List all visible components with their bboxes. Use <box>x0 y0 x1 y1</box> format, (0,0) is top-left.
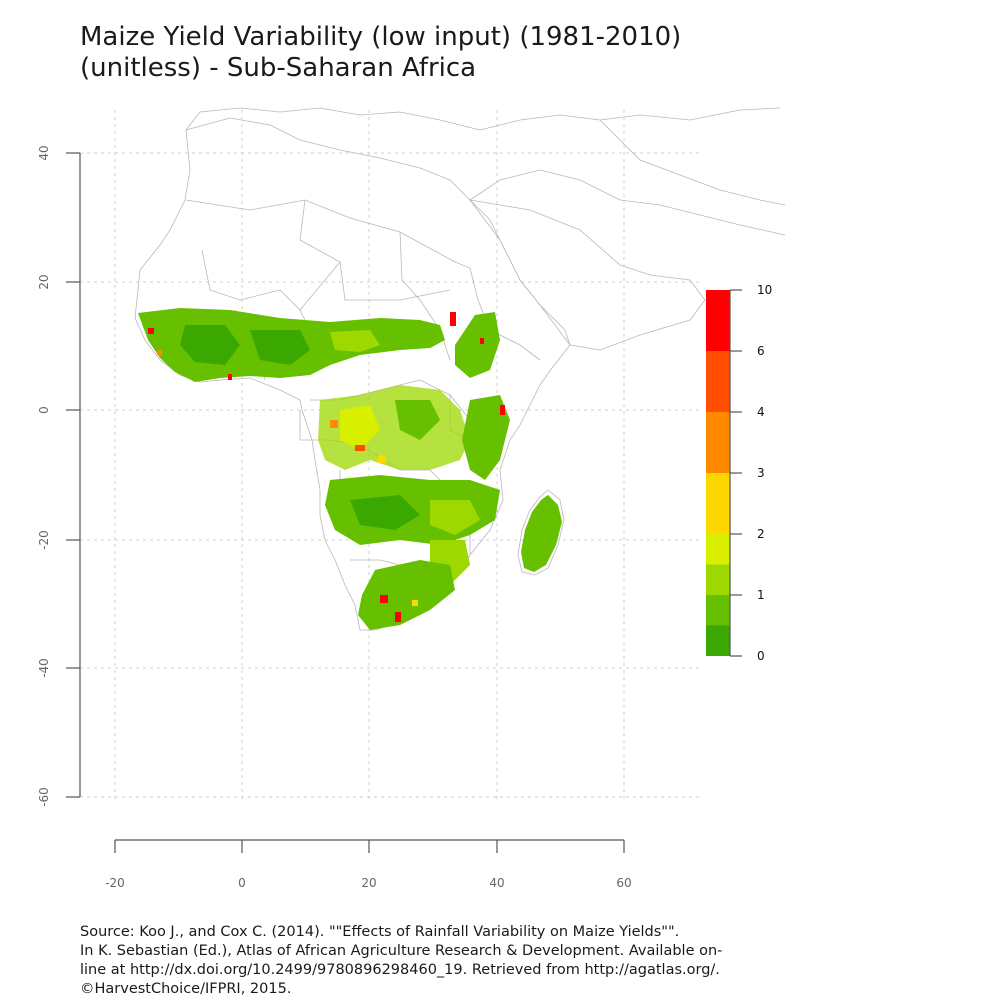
legend-label: 4 <box>757 405 765 419</box>
legend-label: 3 <box>757 466 765 480</box>
source-citation: Source: Koo J., and Cox C. (2014). ""Eff… <box>80 923 800 999</box>
map-title-line-2: (unitless) - Sub-Saharan Africa <box>80 53 477 83</box>
x-tick-label: 0 <box>238 876 246 890</box>
x-axis <box>114 839 625 853</box>
y-tick-label: 40 <box>37 145 51 160</box>
legend-swatch <box>706 595 730 626</box>
y-tick-label: -20 <box>37 530 51 550</box>
x-tick-label: -20 <box>105 876 125 890</box>
color-legend <box>706 290 730 656</box>
map-title-line-1: Maize Yield Variability (low input) (198… <box>80 22 682 52</box>
legend-swatch <box>706 534 730 565</box>
legend-swatch <box>706 564 730 595</box>
legend-label: 0 <box>757 649 765 663</box>
y-tick-label: 0 <box>37 406 51 414</box>
legend-swatch <box>706 625 730 656</box>
legend-swatch <box>706 412 730 473</box>
legend-label: 6 <box>757 344 765 358</box>
legend-label: 10 <box>757 283 772 297</box>
legend-ticks <box>729 289 742 657</box>
y-tick-label: -40 <box>37 658 51 678</box>
x-tick-label: 60 <box>616 876 631 890</box>
y-axis <box>66 152 81 798</box>
legend-swatch <box>706 473 730 534</box>
y-axis-labels: 40 20 0 -20 -40 -60 <box>37 145 51 806</box>
legend-labels: 10 6 4 3 2 1 0 <box>757 283 772 663</box>
map-title: Maize Yield Variability (low input) (198… <box>80 22 681 84</box>
y-tick-label: 20 <box>37 274 51 289</box>
legend-swatch <box>706 351 730 412</box>
legend-label: 1 <box>757 588 765 602</box>
source-line: line at http://dx.doi.org/10.2499/978089… <box>80 962 720 978</box>
source-line: ©HarvestChoice/IFPRI, 2015. <box>80 981 292 997</box>
source-line: In K. Sebastian (Ed.), Atlas of African … <box>80 943 723 959</box>
legend-label: 2 <box>757 527 765 541</box>
yield-variability-raster <box>138 308 562 630</box>
legend-swatch <box>706 290 730 351</box>
y-tick-label: -60 <box>37 787 51 807</box>
x-axis-labels: -20 0 20 40 60 <box>105 876 631 890</box>
x-tick-label: 40 <box>489 876 504 890</box>
source-line: Source: Koo J., and Cox C. (2014). ""Eff… <box>80 924 680 940</box>
x-tick-label: 20 <box>361 876 376 890</box>
